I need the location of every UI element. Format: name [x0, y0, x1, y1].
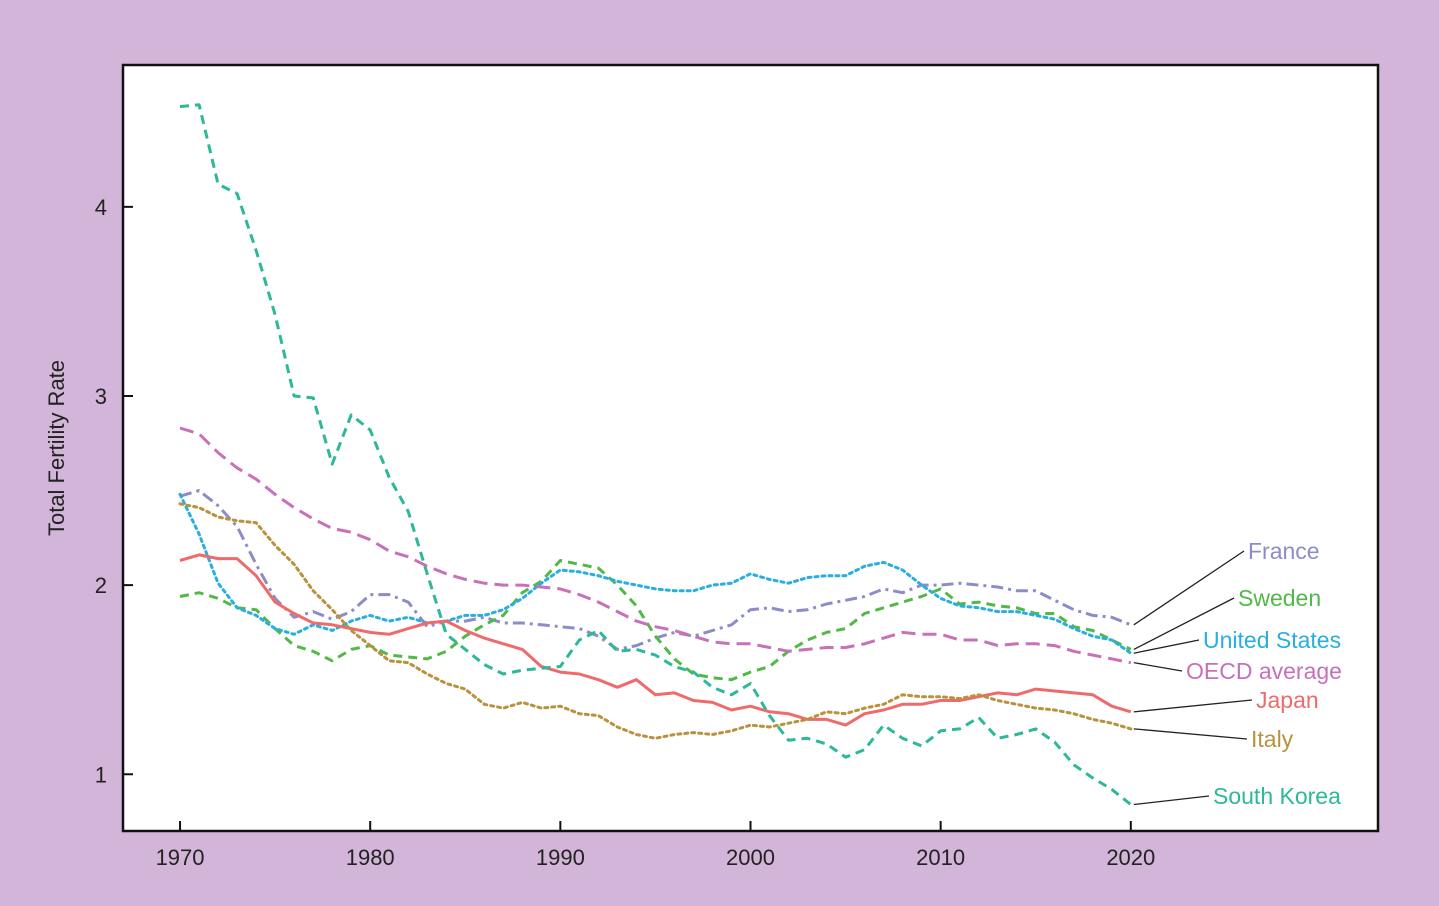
leader-line-sweden	[1133, 597, 1235, 651]
leader-line-japan	[1133, 699, 1253, 713]
y-tick-label-3: 3	[95, 384, 107, 409]
leader-line-united-states	[1133, 639, 1200, 654]
x-tick-label-2010: 2010	[916, 845, 965, 870]
x-tick-label-1990: 1990	[536, 845, 585, 870]
series-label-sweden: Sweden	[1238, 585, 1321, 611]
y-tick-label-4: 4	[95, 195, 107, 220]
series-labels: France Sweden United States OECD average Jap…	[1133, 538, 1342, 809]
series-line-japan	[179, 553, 1132, 727]
series-line-italy	[178, 502, 1133, 740]
leader-line-oecd-average	[1133, 662, 1183, 672]
series-line-sweden	[179, 559, 1132, 682]
series-label-italy: Italy	[1251, 726, 1294, 752]
series-label-japan: Japan	[1256, 687, 1319, 713]
leader-line-south-korea	[1133, 795, 1210, 806]
x-tick-label-2020: 2020	[1106, 845, 1155, 870]
y-axis-title: Total Fertility Rate	[44, 360, 69, 536]
y-tick-label-2: 2	[95, 573, 107, 598]
series-label-south-korea: South Korea	[1213, 783, 1341, 809]
plot-area	[121, 63, 1380, 833]
y-tick-label-1: 1	[95, 762, 107, 787]
series-label-france: France	[1248, 538, 1320, 564]
x-tick-label-2000: 2000	[726, 845, 775, 870]
series-lines	[178, 103, 1133, 806]
x-tick-label-1980: 1980	[346, 845, 395, 870]
series-label-oecd-average: OECD average	[1186, 658, 1342, 684]
x-axis: 1970 1980 1990 2000 2010 2020	[156, 821, 1155, 870]
leader-line-italy	[1133, 728, 1248, 740]
leader-line-france	[1133, 550, 1245, 626]
series-line-south-korea	[179, 103, 1132, 806]
series-label-united-states: United States	[1203, 627, 1341, 653]
x-tick-label-1970: 1970	[156, 845, 205, 870]
y-axis: 1 2 3 4	[95, 195, 133, 787]
series-line-oecd-average	[179, 426, 1132, 665]
